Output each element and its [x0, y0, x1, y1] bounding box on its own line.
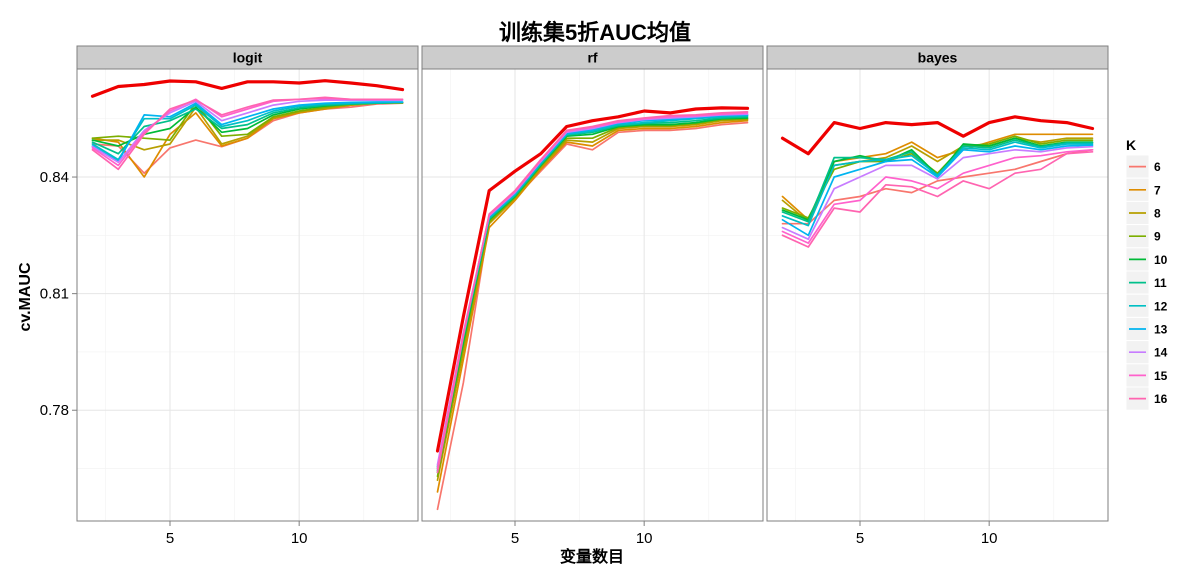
legend-item-k12: 12	[1125, 293, 1168, 318]
legend-label: 16	[1154, 392, 1168, 406]
legend-label: 8	[1154, 207, 1161, 221]
x-tick-label: 5	[856, 530, 864, 547]
legend-label: 11	[1154, 276, 1167, 290]
legend-item-k8: 8	[1125, 200, 1161, 226]
legend-title: K	[1126, 137, 1136, 153]
strip-label-rf: rf	[587, 50, 597, 66]
chart-title: 训练集5折AUC均值	[499, 20, 691, 45]
series-line-rf-k16	[436, 110, 749, 474]
series-line-logit-k13	[91, 101, 404, 163]
legend-label: 9	[1154, 230, 1161, 244]
panel-rf: rf 5 10	[421, 45, 764, 547]
y-axis-label: cv.MAUC	[17, 262, 34, 331]
legend-item-k16: 16	[1125, 386, 1168, 411]
y-tick-label: 0.81	[40, 286, 69, 303]
series-line-logit-k8	[91, 102, 404, 151]
plot-background	[422, 69, 763, 521]
plot-background	[767, 69, 1108, 521]
legend-item-k13: 13	[1125, 316, 1168, 342]
panel-logit: logit 5 10 0.78 0.81 0.84	[40, 45, 419, 547]
series-line-bayes-k9	[781, 135, 1094, 219]
legend-item-k11: 11	[1125, 270, 1167, 295]
legend-item-k9: 9	[1125, 224, 1161, 249]
legend-label: 14	[1154, 346, 1168, 360]
panel-bayes: bayes 5 10	[766, 45, 1109, 547]
legend-item-k10: 10	[1125, 247, 1168, 272]
legend-label: 6	[1154, 160, 1161, 174]
series-line-bayes-k14	[781, 145, 1094, 241]
legend-item-k7: 7	[1125, 177, 1161, 202]
series-line-bayes-k15	[781, 148, 1094, 244]
legend: K 6 7 8 9 10 11 12 13 14 15 16	[1125, 137, 1168, 411]
x-tick-label: 5	[166, 530, 174, 547]
legend-item-k14: 14	[1125, 340, 1168, 365]
legend-label: 12	[1154, 299, 1168, 313]
series-line-bayes-k12	[781, 141, 1094, 227]
series-line-bayes-k16	[781, 150, 1094, 248]
series-line-bayes-k13	[781, 144, 1094, 237]
y-tick-label: 0.84	[40, 169, 69, 186]
facet-panels: logit 5 10 0.78 0.81 0.84 rf 5 10 bayes 5 10	[40, 45, 1109, 547]
x-axis-label: 变量数目	[560, 547, 624, 566]
series-line-rf-best	[435, 106, 750, 453]
panel-border	[421, 68, 764, 522]
legend-item-k6: 6	[1125, 154, 1161, 179]
series-line-bayes-k6	[781, 148, 1094, 225]
legend-item-k15: 15	[1125, 363, 1168, 388]
panel-border	[766, 68, 1109, 522]
legend-label: 15	[1154, 369, 1168, 383]
y-tick-label: 0.78	[40, 402, 69, 419]
legend-label: 7	[1154, 183, 1161, 197]
series-line-logit-k16	[91, 96, 404, 171]
panel-border	[76, 68, 419, 522]
strip-label-bayes: bayes	[918, 50, 958, 66]
x-tick-label: 10	[636, 530, 653, 547]
x-tick-label: 10	[981, 530, 998, 547]
x-tick-label: 5	[511, 530, 519, 547]
x-tick-label: 10	[291, 530, 308, 547]
strip-label-logit: logit	[233, 50, 263, 66]
series-line-logit-best	[90, 79, 405, 98]
legend-label: 13	[1154, 323, 1168, 337]
legend-label: 10	[1154, 253, 1168, 267]
series-line-bayes-best	[780, 115, 1095, 156]
